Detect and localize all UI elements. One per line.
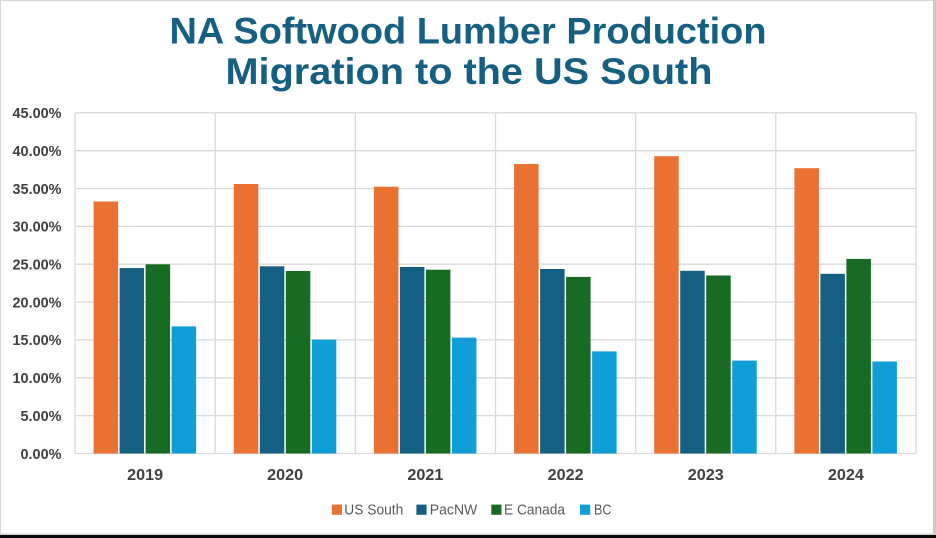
svg-text:5.00%: 5.00% xyxy=(21,408,62,425)
svg-text:Migration to the US South: Migration to the US South xyxy=(226,51,713,92)
svg-text:BC: BC xyxy=(594,503,612,519)
svg-text:2019: 2019 xyxy=(127,467,163,484)
svg-text:2024: 2024 xyxy=(828,467,864,484)
svg-text:E Canada: E Canada xyxy=(504,503,566,519)
svg-text:25.00%: 25.00% xyxy=(13,257,62,274)
svg-text:30.00%: 30.00% xyxy=(13,219,62,236)
svg-text:2021: 2021 xyxy=(407,467,443,484)
svg-text:2022: 2022 xyxy=(548,467,584,484)
svg-text:20.00%: 20.00% xyxy=(13,294,62,311)
svg-text:2023: 2023 xyxy=(688,467,724,484)
svg-text:40.00%: 40.00% xyxy=(13,143,62,160)
svg-text:PacNW: PacNW xyxy=(430,503,478,519)
svg-text:0.00%: 0.00% xyxy=(21,446,62,463)
svg-text:15.00%: 15.00% xyxy=(13,332,62,349)
svg-text:2020: 2020 xyxy=(267,467,303,484)
svg-text:10.00%: 10.00% xyxy=(13,370,62,387)
svg-text:45.00%: 45.00% xyxy=(13,105,62,122)
svg-text:US South: US South xyxy=(344,503,403,519)
svg-text:NA Softwood Lumber Production: NA Softwood Lumber Production xyxy=(170,11,767,52)
svg-text:35.00%: 35.00% xyxy=(13,181,62,198)
